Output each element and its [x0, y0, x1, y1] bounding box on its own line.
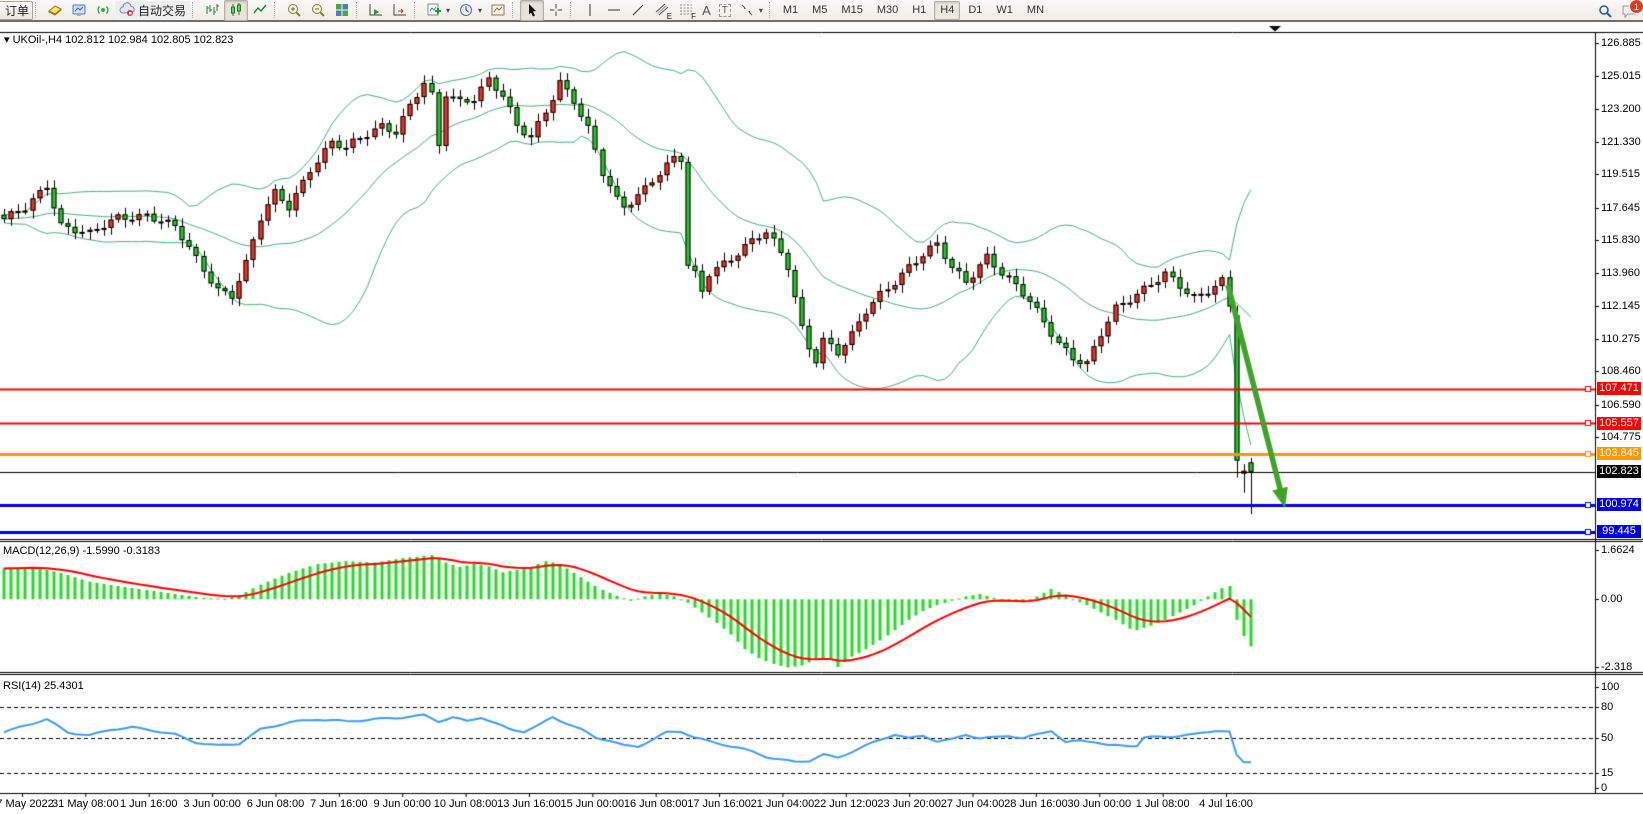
search-icon[interactable]	[1597, 3, 1613, 19]
toolbar-separator	[570, 2, 575, 18]
timeframe-button-d1[interactable]: D1	[968, 4, 983, 16]
vertical-line-tool[interactable]	[578, 0, 602, 21]
horizontal-line-icon	[608, 9, 621, 11]
toolbar-separator	[274, 2, 279, 18]
crosshair-tool-button[interactable]	[544, 0, 568, 21]
trendline-tool[interactable]	[626, 0, 650, 21]
zoom-out-icon	[312, 4, 325, 17]
candlestick-chart-icon	[231, 3, 242, 16]
timeframe-switcher: M1 M5 M15 M30 H1 H4 D1 W1 MN	[777, 0, 1050, 20]
notifications-button[interactable]: 1	[1621, 0, 1643, 19]
timeframe-button-h1[interactable]: H1	[912, 4, 927, 16]
tile-windows-icon	[336, 4, 349, 16]
shapes-tool[interactable]: ▾	[735, 0, 767, 21]
timeframe-button-w1[interactable]: W1	[996, 4, 1013, 16]
text-tool[interactable]: A	[702, 2, 711, 18]
template-button[interactable]	[486, 0, 510, 21]
timeframe-button-m5[interactable]: M5	[812, 4, 828, 16]
chart-shift-icon	[393, 4, 407, 16]
market-watch-button[interactable]	[67, 0, 91, 21]
line-chart-button[interactable]	[248, 0, 272, 21]
orders-book-button[interactable]	[43, 0, 67, 21]
chart-shift-button[interactable]	[388, 0, 412, 21]
cursor-icon	[529, 4, 537, 17]
zoom-out-button[interactable]	[306, 0, 330, 21]
candlestick-chart-button[interactable]	[224, 0, 249, 21]
zoom-in-button[interactable]	[282, 0, 306, 21]
autotrading-label: 自动交易	[138, 3, 187, 18]
template-icon	[491, 4, 505, 16]
fibonacci-tool-letter: F	[691, 11, 697, 21]
bar-chart-button[interactable]	[200, 0, 224, 21]
dropdown-caret: ▾	[446, 5, 451, 15]
timeframe-button-m15[interactable]: M15	[841, 4, 863, 16]
timeframe-button-h4[interactable]: H4	[934, 0, 961, 20]
dropdown-caret: ▾	[478, 5, 483, 15]
text-label-tool[interactable]: T	[715, 0, 735, 21]
tile-windows-button[interactable]	[330, 0, 354, 21]
period-button[interactable]: ▾	[454, 0, 486, 21]
timeframe-button-mn[interactable]: MN	[1026, 4, 1045, 16]
horizontal-line-tool[interactable]	[602, 0, 626, 21]
channel-tool-letter: E	[666, 11, 673, 21]
orders-book-icon	[48, 5, 62, 16]
toolbar-separator	[768, 2, 774, 18]
notification-badge: 1	[1629, 0, 1643, 14]
trendline-icon	[632, 4, 644, 16]
autotrading-button[interactable]: 自动交易	[115, 0, 191, 20]
fibonacci-tool[interactable]: F	[674, 0, 698, 21]
cursor-tool-button[interactable]	[520, 0, 545, 21]
new-chart-button[interactable]: ▾	[422, 0, 454, 21]
market-watch-icon	[72, 4, 86, 16]
new-order-button[interactable]: 订单	[0, 0, 34, 20]
toolbar-separator	[414, 2, 419, 18]
dropdown-caret: ▾	[758, 5, 763, 15]
timeframe-button-m1[interactable]: M1	[782, 4, 799, 16]
toolbar-separator	[512, 2, 517, 18]
bar-chart-icon	[206, 4, 220, 15]
clock-icon	[460, 4, 473, 16]
shapes-arrows-icon	[741, 4, 753, 16]
autotrading-icon	[119, 2, 135, 16]
data-feed-button[interactable]	[91, 0, 115, 21]
chart-canvas[interactable]	[0, 24, 1643, 814]
label-tool-letter: T	[718, 3, 731, 17]
data-feed-icon	[97, 6, 109, 14]
crosshair-icon	[550, 4, 563, 16]
toolbar-separator	[192, 2, 197, 18]
new-chart-icon	[427, 3, 442, 16]
chart-window: ▾ UKOil-,H4 102.812 102.984 102.805 102.…	[0, 24, 1643, 814]
zoom-in-icon	[288, 4, 301, 17]
channel-tool[interactable]: E	[650, 0, 674, 21]
equidistant-channel-icon	[655, 3, 669, 16]
timeframe-button-m30[interactable]: M30	[876, 4, 899, 16]
auto-scroll-button[interactable]	[364, 0, 388, 21]
toolbar-separator	[35, 2, 40, 18]
vertical-line-icon	[589, 4, 591, 16]
toolbar-separator	[356, 2, 361, 18]
main-toolbar: 订单 自动交易 ▾ ▾ E F A T ▾ M1 M5 M15 M30 H1 H4 D1 W1…	[0, 0, 1643, 22]
line-chart-icon	[253, 4, 267, 14]
auto-scroll-icon	[369, 4, 383, 16]
